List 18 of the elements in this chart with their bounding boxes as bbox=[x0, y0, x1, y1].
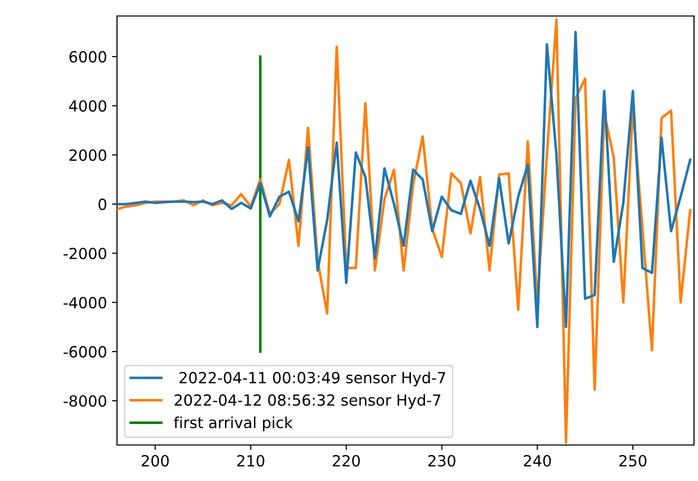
y-tick-label: 4000 bbox=[69, 100, 106, 112]
line-series bbox=[117, 30, 692, 328]
y-tick-label: 2000 bbox=[70, 149, 106, 161]
legend-label: 2022-04-12 08:56:32 sensor Hyd-7 bbox=[174, 394, 440, 409]
x-tick-label: 240 bbox=[524, 454, 551, 467]
y-tick-label: -8000 bbox=[64, 395, 106, 407]
legend-label: first arrival pick bbox=[174, 416, 293, 432]
y-tick-label: -2000 bbox=[64, 248, 106, 260]
legend-label: 2022-04-11 00:03:49 sensor Hyd-7 bbox=[180, 372, 446, 386]
x-tick-label: 250 bbox=[619, 454, 646, 467]
x-tick-label: 200 bbox=[142, 454, 169, 467]
x-tick-label: 220 bbox=[332, 454, 360, 467]
y-tick-label: 0 bbox=[98, 198, 106, 210]
y-tick-label: 6000 bbox=[69, 51, 106, 63]
y-tick-label: -4000 bbox=[64, 296, 106, 308]
y-tick-label: -6000 bbox=[64, 346, 106, 358]
x-tick-label: 230 bbox=[428, 454, 456, 467]
x-tick-label: 210 bbox=[237, 454, 264, 467]
